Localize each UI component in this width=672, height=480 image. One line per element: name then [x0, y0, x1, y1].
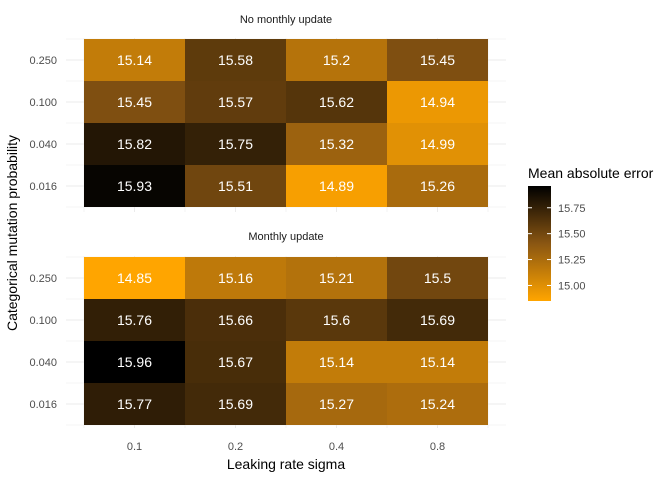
heatmap-cell [286, 341, 387, 383]
x-axis: 0.1 0.2 0.4 0.8 [127, 441, 445, 453]
cell-value-label: 15.76 [117, 312, 152, 328]
facet-panels: No monthly update 15.14 15.58 15.2 15.45 15.4… [66, 14, 506, 428]
y-tick-label: 0.040 [29, 139, 57, 151]
heatmap-cell [286, 39, 387, 81]
cell-value-label: 15.14 [420, 354, 455, 370]
heatmap-cell [387, 299, 488, 341]
facet-panel: Monthly update 14.85 15.16 15.21 15.5 15.76 15… [66, 231, 506, 428]
cell-value-label: 15.62 [319, 94, 354, 110]
cell-value-label: 15.26 [420, 178, 455, 194]
heatmap-cell [387, 383, 488, 425]
heatmap-cell [84, 383, 185, 425]
cell-value-label: 15.32 [319, 136, 354, 152]
cell-value-label: 15.69 [218, 396, 253, 412]
heatmap-cell [84, 39, 185, 81]
heatmap-cell [185, 123, 286, 165]
cell-value-label: 15.2 [323, 52, 350, 68]
legend-tick-label: 15.00 [558, 280, 586, 292]
cell-value-label: 14.89 [319, 178, 354, 194]
x-tick-label: 0.2 [228, 441, 243, 453]
heatmap-cell [84, 257, 185, 299]
heatmap-cell [84, 341, 185, 383]
heatmap-cell [286, 383, 387, 425]
legend-title: Mean absolute error [528, 165, 654, 181]
heatmap-cell [185, 165, 286, 207]
facet-title: No monthly update [240, 14, 332, 26]
legend-colorbar [528, 186, 551, 301]
legend-tick-label: 15.75 [558, 203, 586, 215]
cell-value-label: 14.85 [117, 270, 152, 286]
x-tick-label: 0.8 [430, 441, 445, 453]
y-tick-label: 0.250 [29, 55, 57, 67]
heatmap-cell [387, 165, 488, 207]
cell-value-label: 15.24 [420, 396, 455, 412]
facet-title: Monthly update [248, 231, 323, 243]
cell-value-label: 15.69 [420, 312, 455, 328]
cell-value-label: 15.96 [117, 354, 152, 370]
cell-value-label: 15.27 [319, 396, 354, 412]
cell-value-label: 15.77 [117, 396, 152, 412]
legend-tick-label: 15.25 [558, 255, 586, 267]
legend-tick-label: 15.50 [558, 229, 586, 241]
heatmap-cell [185, 257, 286, 299]
heatmap-cell [387, 341, 488, 383]
heatmap-cell [185, 299, 286, 341]
heatmap-cell [387, 81, 488, 123]
cell-value-label: 15.5 [424, 270, 451, 286]
cell-value-label: 14.94 [420, 94, 455, 110]
cell-value-label: 15.45 [420, 52, 455, 68]
heatmap-cell [185, 383, 286, 425]
heatmap-cell [286, 81, 387, 123]
y-tick-label: 0.040 [29, 357, 57, 369]
color-legend: Mean absolute error 15.75 15.50 15.25 15.00 [528, 165, 654, 301]
heatmap-cell [286, 257, 387, 299]
heatmap-cell [286, 299, 387, 341]
cell-value-label: 15.66 [218, 312, 253, 328]
y-axis-title: Categorical mutation probability [4, 135, 20, 331]
heatmap-cell [286, 165, 387, 207]
cell-value-label: 15.14 [117, 52, 152, 68]
cell-value-label: 15.57 [218, 94, 253, 110]
heatmap-cell [84, 123, 185, 165]
y-tick-label: 0.100 [29, 97, 57, 109]
cell-value-label: 15.93 [117, 178, 152, 194]
heatmap-cell [84, 299, 185, 341]
x-tick-label: 0.4 [329, 441, 344, 453]
cell-value-label: 15.82 [117, 136, 152, 152]
y-tick-label: 0.016 [29, 181, 57, 193]
cell-value-label: 15.6 [323, 312, 350, 328]
y-tick-label: 0.100 [29, 315, 57, 327]
heatmap-cell [185, 81, 286, 123]
cell-value-label: 15.16 [218, 270, 253, 286]
heatmap-cell [387, 123, 488, 165]
cell-value-label: 15.58 [218, 52, 253, 68]
y-axis: 0.250 0.100 0.040 0.016 0.250 0.100 0.040 0.016 [29, 55, 57, 411]
cell-value-label: 15.51 [218, 178, 253, 194]
x-tick-label: 0.1 [127, 441, 142, 453]
y-tick-label: 0.016 [29, 399, 57, 411]
heatmap-cell [185, 39, 286, 81]
heatmap-cell [84, 81, 185, 123]
heatmap-cell [84, 165, 185, 207]
cell-value-label: 15.14 [319, 354, 354, 370]
cell-value-label: 14.99 [420, 136, 455, 152]
x-axis-title: Leaking rate sigma [227, 456, 346, 472]
y-tick-label: 0.250 [29, 273, 57, 285]
cell-value-label: 15.45 [117, 94, 152, 110]
cell-value-label: 15.67 [218, 354, 253, 370]
cell-value-label: 15.21 [319, 270, 354, 286]
heatmap-cell [387, 39, 488, 81]
heatmap-cell [286, 123, 387, 165]
cell-value-label: 15.75 [218, 136, 253, 152]
heatmap-cell [185, 341, 286, 383]
facet-panel: No monthly update 15.14 15.58 15.2 15.45 15.4… [66, 14, 506, 212]
heatmap-cell [387, 257, 488, 299]
legend-ticks: 15.75 15.50 15.25 15.00 [528, 203, 586, 292]
